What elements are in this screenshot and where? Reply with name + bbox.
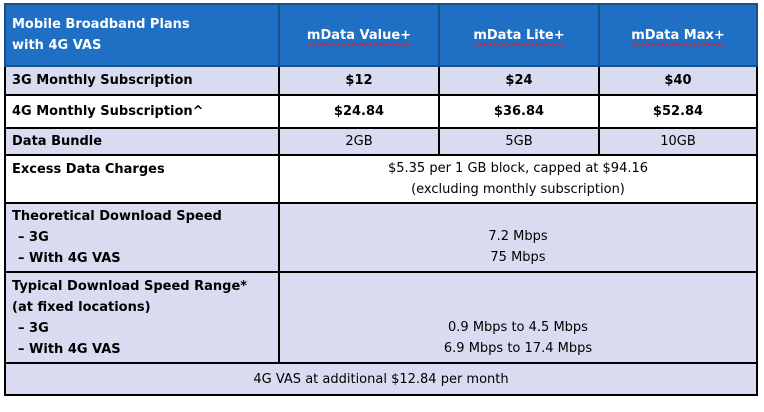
- typical-value: 0.9 Mbps to 4.5 Mbps 6.9 Mbps to 17.4 Mb…: [278, 271, 758, 364]
- cell-value: 5GB: [438, 127, 600, 156]
- row-label: Excess Data Charges: [4, 154, 280, 204]
- plan-header-lite: mData Lite+: [438, 3, 600, 67]
- typical-label-cell: Typical Download Speed Range* (at fixed …: [4, 271, 280, 364]
- sub-label-3g: – 3G: [18, 230, 49, 245]
- header-label: Mobile Broadband Plans with 4G VAS: [4, 3, 280, 67]
- cell-value: 10GB: [598, 127, 758, 156]
- speed-3g: 7.2 Mbps: [488, 229, 548, 244]
- range-4g: 6.9 Mbps to 17.4 Mbps: [443, 341, 593, 356]
- footer-note: 4G VAS at additional $12.84 per month: [4, 362, 758, 396]
- plan-header-max: mData Max+: [598, 3, 758, 67]
- row-4g-subscription: 4G Monthly Subscription^ $24.84 $36.84 $…: [4, 94, 758, 129]
- excess-value: $5.35 per 1 GB block, capped at $94.16 (…: [278, 154, 758, 204]
- row-label: 4G Monthly Subscription^: [4, 94, 280, 129]
- cell-value: $52.84: [598, 94, 758, 129]
- plan-header-value: mData Value+: [278, 3, 440, 67]
- row-data-bundle: Data Bundle 2GB 5GB 10GB: [4, 127, 758, 156]
- row-label: Data Bundle: [4, 127, 280, 156]
- theoretical-label-cell: Theoretical Download Speed – 3G – With 4…: [4, 202, 280, 273]
- row-label: Typical Download Speed Range*: [12, 278, 248, 294]
- cell-value: $24: [438, 65, 600, 96]
- excess-line1: $5.35 per 1 GB block, capped at $94.16: [387, 161, 649, 176]
- cell-value: $40: [598, 65, 758, 96]
- row-theoretical-speed: Theoretical Download Speed – 3G – With 4…: [4, 202, 758, 273]
- footer-row: 4G VAS at additional $12.84 per month: [4, 362, 758, 396]
- cell-value: $24.84: [278, 94, 440, 129]
- cell-value: 2GB: [278, 127, 440, 156]
- row-label-sub: (at fixed locations): [12, 299, 151, 315]
- excess-line2: (excluding monthly subscription): [411, 182, 625, 197]
- row-typical-speed: Typical Download Speed Range* (at fixed …: [4, 271, 758, 364]
- theoretical-value: 7.2 Mbps 75 Mbps: [278, 202, 758, 273]
- range-3g: 0.9 Mbps to 4.5 Mbps: [448, 320, 588, 335]
- sub-label-3g: – 3G: [18, 320, 49, 336]
- row-3g-subscription: 3G Monthly Subscription $12 $24 $40: [4, 65, 758, 96]
- header-label-line2: with 4G VAS: [12, 38, 102, 53]
- speed-4g: 75 Mbps: [490, 250, 546, 265]
- sub-label-4g: – With 4G VAS: [18, 341, 121, 357]
- cell-value: $12: [278, 65, 440, 96]
- cell-value: $36.84: [438, 94, 600, 129]
- row-excess-data: Excess Data Charges $5.35 per 1 GB block…: [4, 154, 758, 204]
- sub-label-4g: – With 4G VAS: [18, 251, 121, 266]
- header-row: Mobile Broadband Plans with 4G VAS mData…: [4, 3, 758, 67]
- plans-table-wrap: Mobile Broadband Plans with 4G VAS mData…: [4, 3, 758, 396]
- row-label: 3G Monthly Subscription: [4, 65, 280, 96]
- row-label: Theoretical Download Speed: [12, 209, 222, 224]
- plans-table: Mobile Broadband Plans with 4G VAS mData…: [4, 3, 758, 396]
- header-label-line1: Mobile Broadband Plans: [12, 17, 190, 32]
